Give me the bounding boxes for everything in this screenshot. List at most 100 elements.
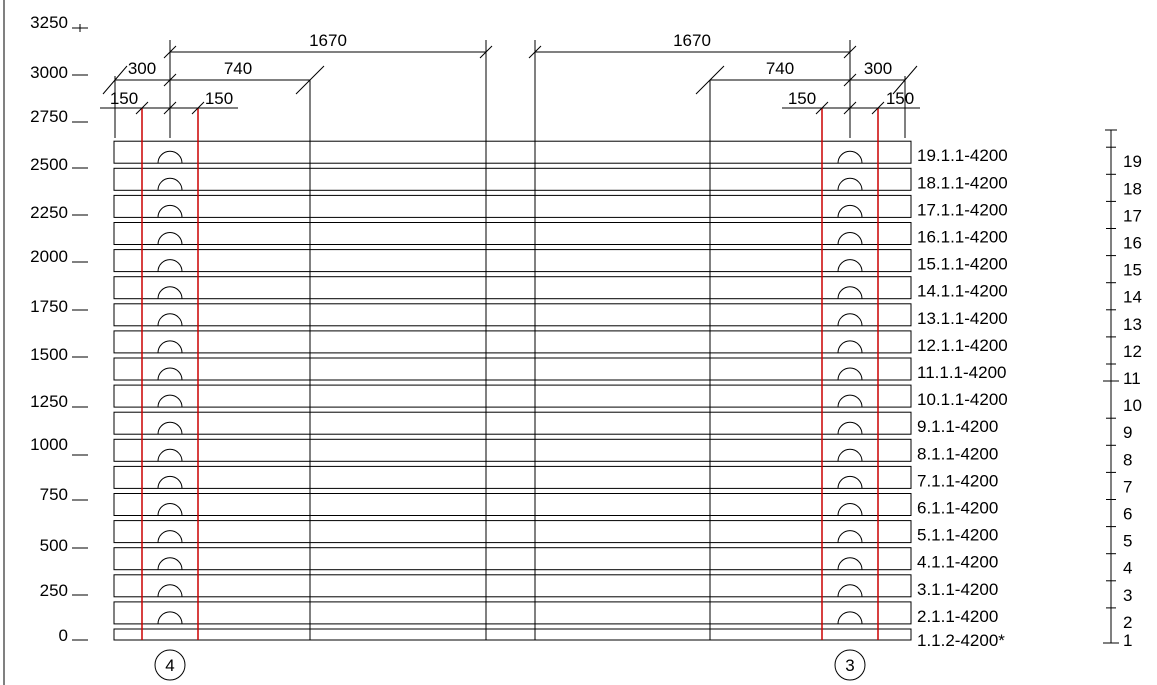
panel-mark-label: 8.1.1-4200 [917,444,998,463]
panel-strip [113,547,912,571]
course-number: 3 [1123,586,1132,605]
panel-strip [113,140,912,164]
y-label-3250: 3250 [30,13,68,32]
panel-strip [113,167,912,191]
panel-mark-label: 17.1.1-4200 [917,200,1008,219]
support-number-right: 3 [845,656,854,675]
y-label-0: 0 [59,626,68,645]
support-axes [141,40,879,640]
dim-right-740: 740 [766,59,794,78]
panel-strip [113,384,912,408]
dim-left-150-outer: 150 [110,89,138,108]
lifting-loop-icon [157,367,183,381]
panel-strip [113,276,912,300]
panel-mark-label: 7.1.1-4200 [917,471,998,490]
panel-row: 1.1.2-4200* [113,628,1005,650]
course-number: 4 [1123,559,1132,578]
lifting-loop-icon [837,394,863,408]
dimension-texts: 1670 1670 300 740 740 300 150 150 150 15… [110,31,914,108]
panel-mark-label: 10.1.1-4200 [917,390,1008,409]
y-label-2250: 2250 [30,203,68,222]
course-number: 9 [1123,423,1132,442]
course-number: 16 [1123,234,1142,253]
course-number: 8 [1123,450,1132,469]
panel-row: 15.1.1-4200 [113,249,1008,274]
lifting-loop-icon [157,204,183,218]
lifting-loop-icon [837,340,863,353]
dim-left-150-inner: 150 [205,89,233,108]
lifting-loop-icon [837,421,863,435]
panel-mark-label: 13.1.1-4200 [917,309,1008,328]
y-label-1250: 1250 [30,392,68,411]
panel-mark-label: 14.1.1-4200 [917,282,1008,301]
course-number: 11 [1123,369,1141,388]
panel-strip [113,465,912,489]
y-label-1000: 1000 [30,435,68,454]
panel-mark-label: 5.1.1-4200 [917,526,998,545]
course-number: 14 [1123,288,1142,307]
lifting-loop-icon [837,530,863,543]
course-number: 19 [1123,152,1142,171]
course-number: 2 [1123,613,1132,632]
y-label-1500: 1500 [30,345,68,364]
lifting-loop-icon [837,177,863,191]
lifting-loop-icon [157,448,183,462]
lifting-loop-icon [837,503,863,516]
lifting-loop-icon [157,232,183,245]
course-number: 15 [1123,261,1142,280]
panel-mark-label: 9.1.1-4200 [917,417,998,436]
lifting-loop-icon [157,259,183,272]
dimension-lines [100,45,920,138]
panel-mark-label: 1.1.2-4200* [917,631,1005,650]
y-label-2750: 2750 [30,107,68,126]
lifting-loop-icon [157,150,183,164]
panel-row: 2.1.1-4200 [113,601,998,626]
y-label-1750: 1750 [30,297,68,316]
panel-row: 14.1.1-4200 [113,276,1008,301]
dim-left-1670: 1670 [309,31,347,50]
lifting-loop-icon [837,259,863,272]
panel-row: 6.1.1-4200 [113,493,998,518]
panel-mark-label: 6.1.1-4200 [917,499,998,518]
panel-row: 7.1.1-4200 [113,465,998,490]
lifting-loop-icon [837,286,863,299]
support-marker-left: 4 [154,649,186,681]
lifting-loop-icon [157,530,183,543]
panel-strip [113,357,912,381]
lifting-loop-icon [837,367,863,381]
course-number: 12 [1123,342,1142,361]
course-number: 7 [1123,477,1132,496]
y-axis-scale: 0 250 500 750 1000 1250 1500 1750 2000 2… [30,13,88,645]
course-number: 5 [1123,532,1132,551]
panel-row: 11.1.1-4200 [113,357,1006,382]
panel-mark-label: 2.1.1-4200 [917,607,998,626]
panel-mark-label: 18.1.1-4200 [917,173,1008,192]
dim-right-300: 300 [864,59,892,78]
panel-mark-label: 12.1.1-4200 [917,336,1008,355]
joint-lines [309,40,711,640]
y-label-3000: 3000 [30,63,68,82]
lifting-loop-icon [157,503,183,516]
y-label-250: 250 [40,581,68,600]
course-number: 10 [1123,396,1142,415]
panel-strip [113,520,912,544]
lifting-loop-icon [837,557,863,570]
lifting-loop-icon [837,150,863,164]
lifting-loop-icon [157,340,183,353]
panel-strip [113,601,912,625]
lifting-loop-icon [157,313,183,326]
lifting-loop-icon [157,611,183,624]
y-label-500: 500 [40,536,68,555]
lifting-loop-icon [157,394,183,408]
panel-strip [113,411,912,435]
y-label-750: 750 [40,485,68,504]
lifting-loop-icon [157,177,183,191]
dim-right-150-inner: 150 [886,89,914,108]
y-label-2500: 2500 [30,155,68,174]
support-marker-right: 3 [834,649,866,681]
lifting-loop-icon [157,286,183,299]
panel-row: 8.1.1-4200 [113,438,998,463]
panel-row: 12.1.1-4200 [113,330,1008,355]
